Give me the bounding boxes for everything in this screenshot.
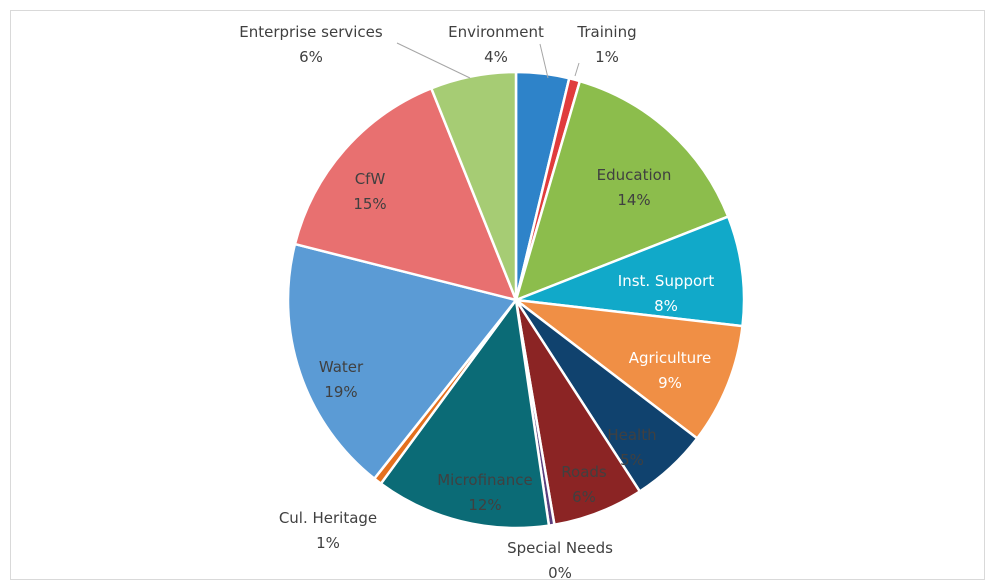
slice-percent-cul-heritage: 1% — [316, 534, 340, 552]
slice-label-inst-support: Inst. Support — [618, 272, 715, 290]
pie-slice-agriculture — [514, 298, 744, 440]
slice-percent-education: 14% — [617, 191, 650, 209]
slice-label-roads: Roads — [561, 463, 607, 481]
slice-label-health: Health — [607, 426, 656, 444]
slice-percent-health: 5% — [620, 451, 644, 469]
slice-percent-microfinance: 12% — [468, 496, 501, 514]
slice-label-agriculture: Agriculture — [629, 349, 712, 367]
slice-percent-training: 1% — [595, 48, 619, 66]
slice-label-education: Education — [597, 166, 672, 184]
slice-percent-special-needs: 0% — [548, 564, 572, 582]
leader-line — [574, 62, 580, 77]
slice-label-cfw: CfW — [355, 170, 386, 188]
pie-slice-microfinance — [379, 298, 551, 530]
pie-slice-cfw — [293, 87, 518, 302]
pie-slice-inst-support — [514, 215, 746, 328]
pie-slice-water — [286, 242, 518, 480]
slice-label-training: Training — [576, 23, 636, 41]
pie-slice-education — [514, 79, 730, 302]
slice-label-microfinance: Microfinance — [437, 471, 533, 489]
slice-percent-water: 19% — [324, 383, 357, 401]
slice-label-special-needs: Special Needs — [507, 539, 613, 557]
slice-percent-roads: 6% — [572, 488, 596, 506]
slice-label-water: Water — [319, 358, 364, 376]
slice-percent-environment: 4% — [484, 48, 508, 66]
slice-percent-inst-support: 8% — [654, 297, 678, 315]
slice-label-environment: Environment — [448, 23, 544, 41]
pie-slice-enterprise-services — [430, 70, 518, 302]
slice-percent-agriculture: 9% — [658, 374, 682, 392]
slice-label-enterprise-services: Enterprise services — [239, 23, 383, 41]
leader-line — [396, 42, 471, 79]
slice-percent-enterprise-services: 6% — [299, 48, 323, 66]
slice-percent-cfw: 15% — [353, 195, 386, 213]
slice-label-cul-heritage: Cul. Heritage — [279, 509, 377, 527]
leader-line — [539, 43, 549, 79]
